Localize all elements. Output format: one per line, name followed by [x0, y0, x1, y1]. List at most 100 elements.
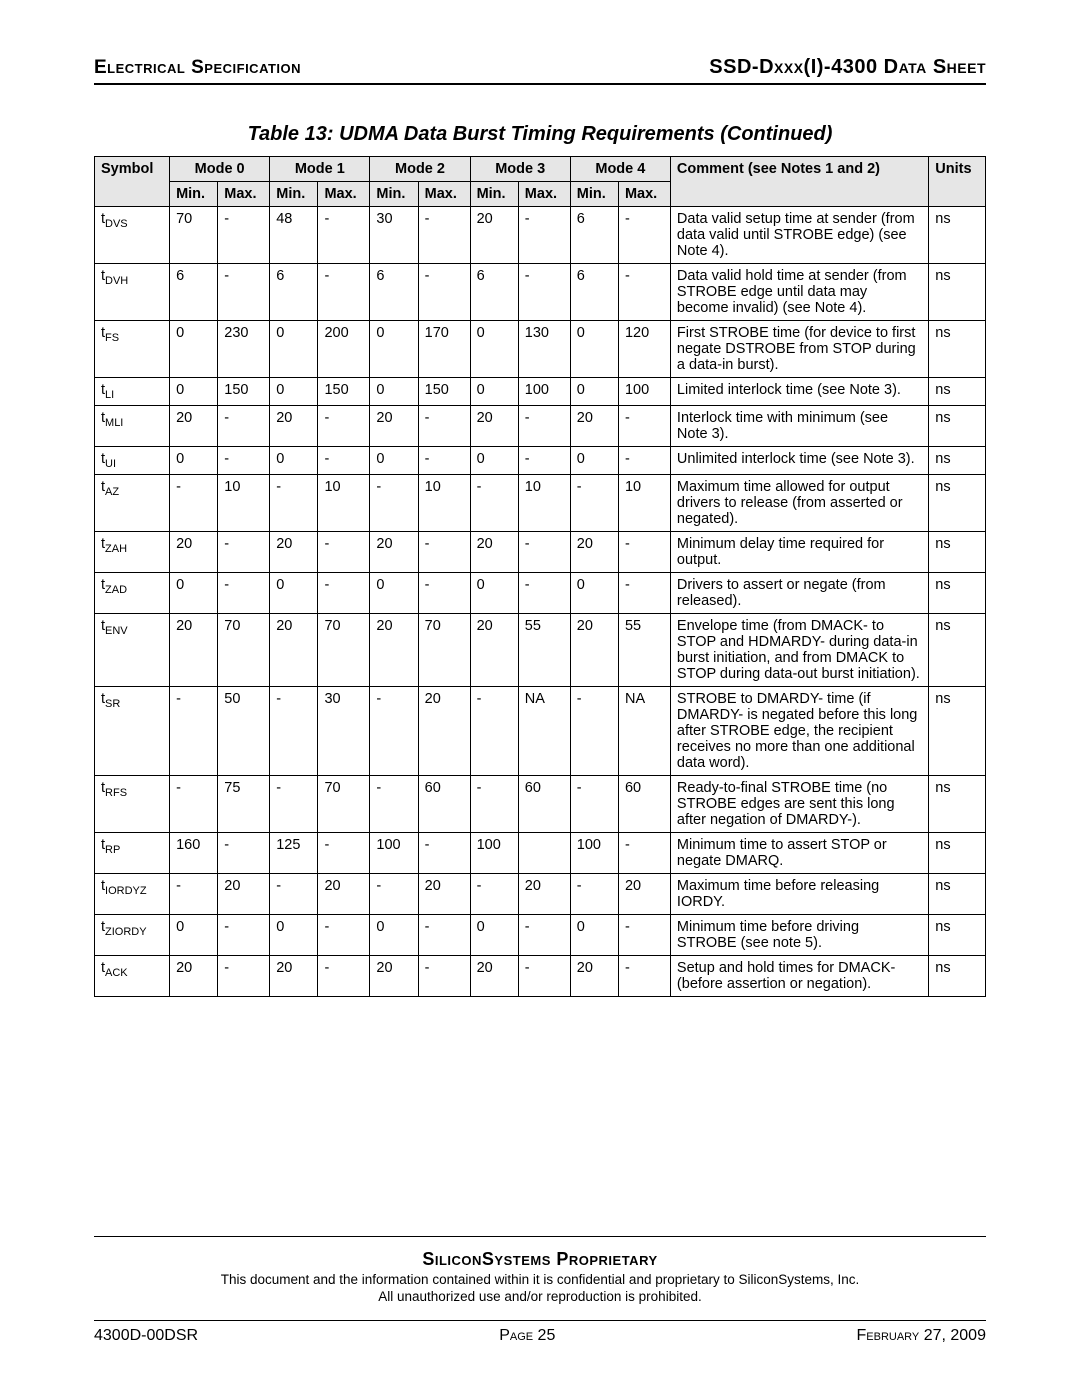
page-number: Page 25: [499, 1327, 555, 1345]
cell-symbol: tRP: [95, 832, 170, 873]
cell-units: ns: [929, 531, 986, 572]
cell-max: -: [618, 832, 670, 873]
cell-max: 10: [318, 474, 370, 531]
doc-id: 4300D-00DSR: [94, 1327, 198, 1345]
cell-max: NA: [618, 686, 670, 775]
cell-max: 150: [418, 378, 470, 406]
cell-symbol: tENV: [95, 613, 170, 686]
header-right: SSD-Dxxx(I)-4300 Data Sheet: [709, 56, 986, 79]
cell-comment: Ready-to-final STROBE time (no STROBE ed…: [670, 775, 928, 832]
disclaimer-line1: This document and the information contai…: [221, 1272, 860, 1287]
cell-max: -: [418, 207, 470, 264]
cell-units: ns: [929, 775, 986, 832]
cell-max: 75: [218, 775, 270, 832]
cell-max: -: [318, 914, 370, 955]
cell-min: 70: [170, 207, 218, 264]
cell-symbol: tSR: [95, 686, 170, 775]
cell-min: 20: [570, 613, 618, 686]
header-left: Electrical Specification: [94, 57, 301, 79]
cell-comment: STROBE to DMARDY- time (if DMARDY- is ne…: [670, 686, 928, 775]
cell-max: 150: [218, 378, 270, 406]
cell-max: -: [518, 264, 570, 321]
cell-max: -: [618, 914, 670, 955]
cell-min: -: [570, 775, 618, 832]
cell-max: -: [518, 955, 570, 996]
footer-bar: 4300D-00DSR Page 25 February 27, 2009: [94, 1327, 986, 1345]
cell-min: -: [170, 686, 218, 775]
cell-min: 0: [470, 446, 518, 474]
page-root: Electrical Specification SSD-Dxxx(I)-430…: [0, 0, 1080, 1397]
cell-min: 0: [270, 321, 318, 378]
cell-comment: Data valid hold time at sender (from STR…: [670, 264, 928, 321]
cell-max: 100: [618, 378, 670, 406]
cell-max: -: [218, 207, 270, 264]
cell-min: 0: [470, 914, 518, 955]
cell-max: -: [218, 531, 270, 572]
cell-min: -: [570, 474, 618, 531]
cell-max: 10: [518, 474, 570, 531]
col-m2-max: Max.: [418, 182, 470, 207]
cell-max: -: [318, 531, 370, 572]
cell-max: NA: [518, 686, 570, 775]
cell-min: 48: [270, 207, 318, 264]
table-row: tACK20-20-20-20-20-Setup and hold times …: [95, 955, 986, 996]
cell-comment: Data valid setup time at sender (from da…: [670, 207, 928, 264]
cell-symbol: tMLI: [95, 405, 170, 446]
cell-min: 20: [370, 531, 418, 572]
cell-min: 0: [270, 572, 318, 613]
cell-comment: Unlimited interlock time (see Note 3).: [670, 446, 928, 474]
cell-min: 0: [270, 446, 318, 474]
cell-units: ns: [929, 686, 986, 775]
cell-max: 70: [418, 613, 470, 686]
cell-min: 20: [270, 405, 318, 446]
cell-units: ns: [929, 405, 986, 446]
footer-proprietary: SiliconSystems Proprietary: [94, 1249, 986, 1270]
cell-max: 20: [218, 873, 270, 914]
cell-min: 20: [270, 531, 318, 572]
cell-min: 0: [370, 572, 418, 613]
cell-min: -: [470, 873, 518, 914]
col-m1-min: Min.: [270, 182, 318, 207]
col-units: Units: [929, 157, 986, 207]
cell-comment: Maximum time before releasing IORDY.: [670, 873, 928, 914]
cell-max: -: [518, 572, 570, 613]
footer-rule-top: [94, 1236, 986, 1237]
cell-max: 200: [318, 321, 370, 378]
cell-max: -: [218, 264, 270, 321]
cell-min: 0: [370, 446, 418, 474]
cell-min: 20: [170, 405, 218, 446]
col-m4-min: Min.: [570, 182, 618, 207]
table-row: tSR-50-30-20-NA-NASTROBE to DMARDY- time…: [95, 686, 986, 775]
cell-min: 0: [470, 321, 518, 378]
cell-max: -: [618, 446, 670, 474]
cell-symbol: tACK: [95, 955, 170, 996]
cell-symbol: tZAH: [95, 531, 170, 572]
footer-date: February 27, 2009: [857, 1327, 986, 1345]
cell-min: 20: [270, 955, 318, 996]
col-m2-min: Min.: [370, 182, 418, 207]
cell-max: -: [218, 832, 270, 873]
cell-min: 0: [470, 378, 518, 406]
cell-min: 20: [470, 531, 518, 572]
cell-max: -: [618, 405, 670, 446]
table-row: tZIORDY0-0-0-0-0-Minimum time before dri…: [95, 914, 986, 955]
cell-max: 20: [418, 686, 470, 775]
cell-max: 70: [318, 613, 370, 686]
cell-min: 0: [570, 572, 618, 613]
cell-symbol: tLI: [95, 378, 170, 406]
cell-symbol: tDVH: [95, 264, 170, 321]
cell-min: -: [370, 775, 418, 832]
cell-symbol: tRFS: [95, 775, 170, 832]
cell-min: 30: [370, 207, 418, 264]
cell-symbol: tUI: [95, 446, 170, 474]
cell-min: 20: [270, 613, 318, 686]
col-m4-max: Max.: [618, 182, 670, 207]
cell-min: -: [270, 474, 318, 531]
cell-min: 0: [170, 572, 218, 613]
cell-min: 0: [170, 378, 218, 406]
cell-units: ns: [929, 955, 986, 996]
cell-max: 10: [218, 474, 270, 531]
cell-units: ns: [929, 264, 986, 321]
cell-min: -: [370, 686, 418, 775]
cell-min: 0: [170, 446, 218, 474]
